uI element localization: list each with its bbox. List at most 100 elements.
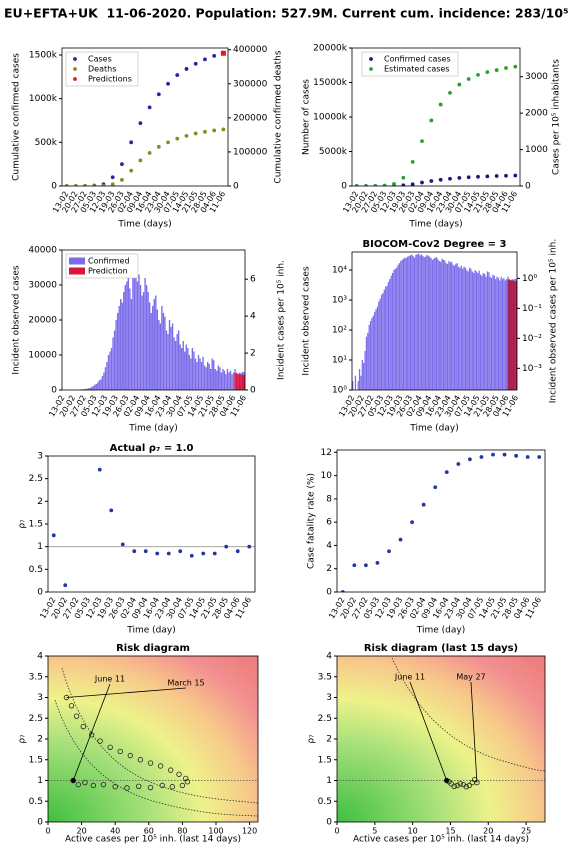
y-tick-label: 6 — [326, 518, 332, 528]
point — [340, 590, 345, 592]
x-tick-label: 20 — [77, 827, 87, 836]
point — [166, 81, 170, 86]
bar — [130, 299, 133, 390]
bar — [147, 292, 149, 390]
bar — [177, 330, 180, 390]
bar — [138, 274, 140, 390]
point — [494, 174, 499, 178]
point — [235, 549, 240, 554]
point — [166, 140, 170, 145]
chart: 010000200003000040000024613-0220-0227-02… — [12, 246, 287, 434]
bar — [228, 372, 230, 390]
bar — [84, 388, 87, 390]
point — [448, 90, 452, 95]
point — [147, 760, 154, 766]
point — [64, 184, 69, 186]
y-tick-label: 3.5 — [318, 672, 332, 682]
bar — [168, 320, 171, 390]
bar — [112, 337, 114, 390]
point — [514, 453, 519, 458]
y-tick-label: 20000k — [313, 44, 348, 54]
x-axis-label: Active cases per 10⁵ inh. (last 14 days) — [65, 835, 241, 845]
bar — [120, 299, 122, 390]
bar — [150, 313, 152, 390]
point — [212, 128, 217, 133]
point — [132, 549, 137, 554]
bar — [371, 318, 373, 390]
bar — [220, 372, 223, 390]
bar — [394, 268, 396, 390]
y-tick-label: 0.5 — [29, 565, 43, 575]
y-tick-label: 200000 — [233, 113, 268, 123]
bar — [153, 299, 155, 390]
legend-swatch — [69, 257, 85, 265]
bar — [361, 360, 363, 390]
bar — [205, 367, 207, 390]
y-tick-label: 4 — [250, 312, 256, 322]
point — [193, 131, 198, 136]
bar — [144, 278, 146, 390]
bar — [444, 260, 446, 390]
bar — [438, 261, 440, 390]
y-tick-label: 300000 — [233, 79, 268, 89]
y2-axis-label: Cumulative confirmed deaths — [274, 50, 284, 183]
bar — [477, 272, 479, 390]
y-axis-label: ρ₇ — [307, 734, 317, 744]
point — [51, 533, 56, 538]
bar — [132, 278, 134, 390]
bar — [478, 270, 480, 390]
y-tick-label: 10⁴ — [332, 266, 347, 276]
annotation: June 11 — [94, 675, 125, 684]
y-tick-label: 2 — [250, 349, 256, 359]
point — [513, 64, 518, 69]
point — [82, 779, 88, 786]
point — [537, 455, 542, 459]
point — [382, 183, 387, 186]
y-tick-label: 2 — [326, 564, 332, 574]
point — [433, 485, 438, 490]
legend-label: Prediction — [88, 267, 128, 276]
bar — [512, 280, 515, 390]
chart-title: Actual ρ₇ = 1.0 — [110, 443, 194, 454]
y-axis-label: ρ₇ — [18, 734, 28, 744]
bar — [415, 254, 417, 390]
bar — [232, 372, 235, 390]
bar — [437, 259, 439, 390]
y-tick-label: 0 — [341, 182, 347, 192]
bar — [486, 271, 489, 390]
point — [175, 73, 180, 77]
bar — [464, 267, 467, 390]
bar — [515, 281, 517, 390]
point — [97, 738, 103, 744]
y2-axis-label: Incident observed cases per 10⁵ inh. — [549, 239, 559, 403]
frame — [351, 47, 521, 187]
bar — [106, 362, 108, 390]
point — [364, 184, 368, 186]
y-tick-label: 2000 — [525, 109, 548, 119]
y-tick-label: 6 — [250, 275, 256, 285]
chart: 0 0.5 1 1.5 2 2.5 3 3.5 4 0 5 10 15 20 25 June 11 May 27… — [307, 643, 546, 845]
bar — [188, 355, 191, 390]
bar — [422, 255, 424, 390]
bar — [190, 358, 192, 390]
bar — [455, 263, 457, 390]
chart-title: BIOCOM-Cov2 Degree = 3 — [363, 239, 507, 250]
annotation: June 11 — [394, 673, 425, 682]
point — [203, 129, 207, 134]
x-tick-label: 80 — [177, 827, 187, 836]
legend-label: Confirmed — [88, 257, 130, 266]
bar — [416, 254, 418, 390]
point — [117, 748, 123, 755]
y-axis-label: Incident observed cases — [302, 266, 312, 375]
y-tick-label: 2.5 — [318, 714, 332, 724]
point — [100, 781, 107, 788]
y-tick-label: 0 — [326, 818, 332, 828]
legend-label: Cases — [88, 55, 112, 64]
legend-label: Deaths — [88, 65, 116, 74]
bar — [116, 313, 119, 390]
bar — [217, 365, 219, 390]
point — [80, 723, 86, 730]
y-tick-label: 5000k — [319, 147, 348, 157]
point — [398, 537, 403, 542]
plot-area — [352, 253, 517, 390]
